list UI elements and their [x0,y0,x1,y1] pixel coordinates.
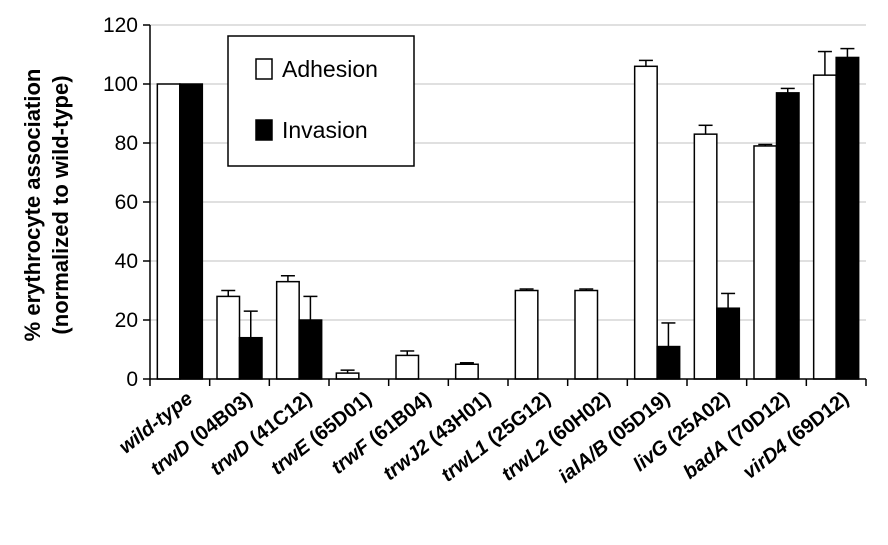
y-tick-label: 60 [115,191,138,214]
x-tick-label: virD4 (69D12) [739,388,853,484]
bar-adhesion [812,74,837,380]
y-tick-label: 80 [115,132,138,155]
y-tick-label: 120 [103,14,138,37]
x-tick-label: trwD (41C12) [206,388,316,481]
y-tick-label: 0 [126,368,138,391]
bar-adhesion [395,354,420,380]
bar-invasion [775,92,800,380]
legend: Adhesion Invasion [227,35,415,167]
axes [143,24,867,386]
bar-adhesion [275,280,300,380]
y-tick-label: 20 [115,309,138,332]
bar-adhesion [693,133,718,380]
bar-invasion [835,56,860,380]
y-axis-label-line1: % erythrocyte association [20,69,45,342]
bar-invasion [656,345,681,380]
x-tick-label-clone: (69D12) [778,388,853,453]
y-axis-label: % erythrocyte association (normalized to… [20,69,73,342]
bar-adhesion [335,372,360,380]
y-tick-label: 100 [103,73,138,96]
x-tick-label: trwD (04B03) [147,388,257,481]
bar-invasion [716,307,741,380]
bar-invasion [298,319,323,380]
x-tick-label: trwE (65D01) [267,388,376,480]
bar-adhesion [514,289,539,380]
legend-box [227,35,415,167]
legend-label-adhesion: Adhesion [282,56,378,82]
bar-adhesion [216,295,241,380]
bar-adhesion [753,145,778,380]
bar-invasion [179,83,204,380]
y-tick-label: 40 [115,250,138,273]
y-axis-label-line2: (normalized to wild-type) [48,75,73,334]
y-tick-labels: 0 20 40 60 80 100 120 [103,14,138,391]
legend-label-invasion: Invasion [282,117,368,143]
legend-swatch-adhesion [255,58,273,80]
bar-invasion [238,336,263,380]
bar-adhesion [574,289,599,380]
bar-adhesion [156,83,181,380]
bar-adhesion [633,65,658,380]
x-tick-label: badA (70D12) [679,388,793,484]
legend-swatch-invasion [255,119,273,141]
bar-adhesion [454,363,479,380]
